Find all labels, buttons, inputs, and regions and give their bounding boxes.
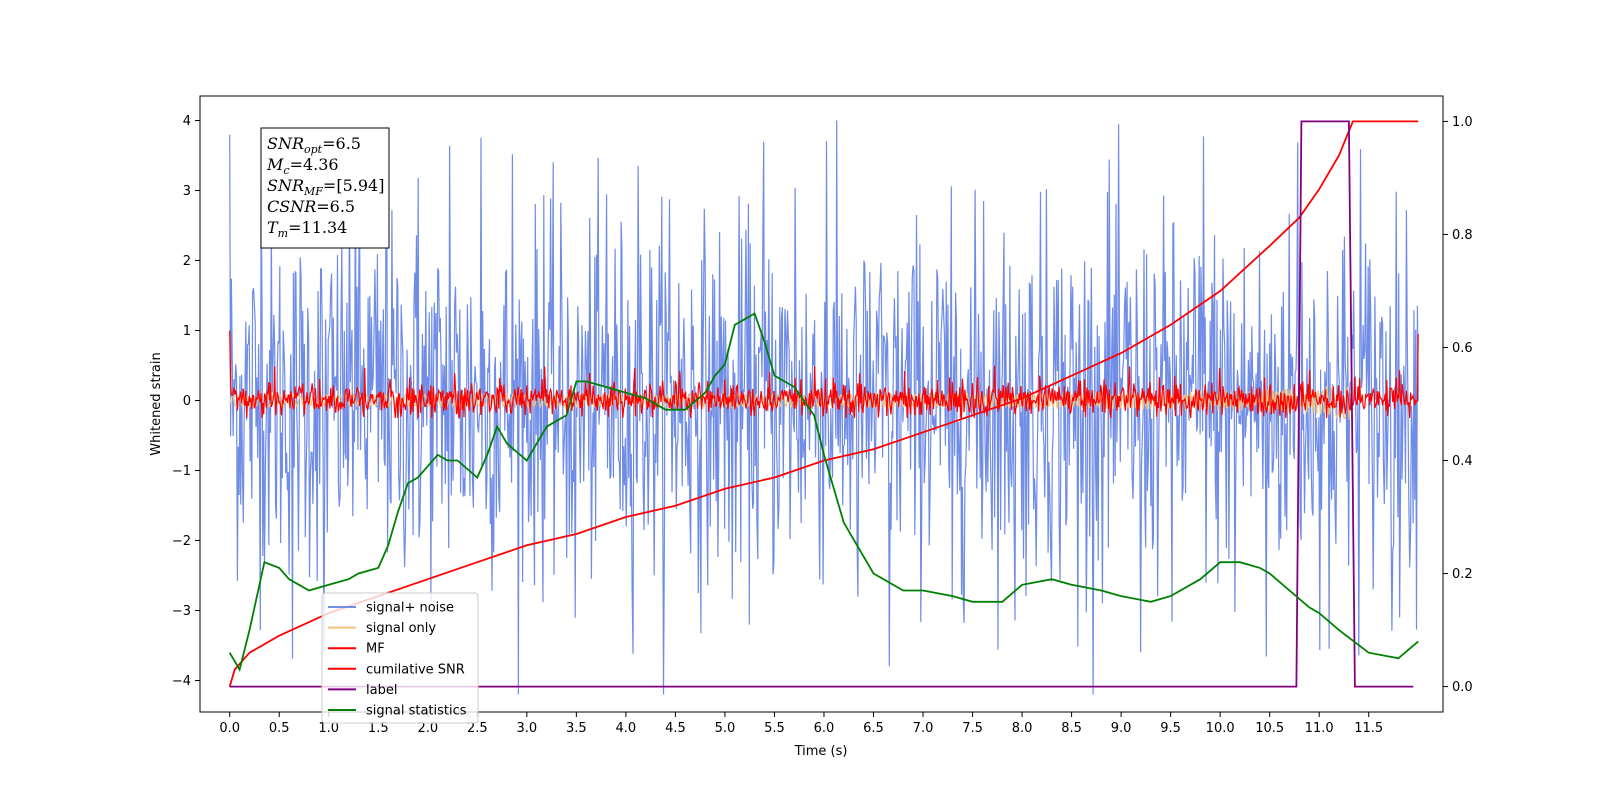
y-tick-label: −1 [172,464,191,479]
y-tick-label: 3 [183,184,191,199]
legend-label: signal statistics [366,704,467,719]
x-tick-label: 10.0 [1206,721,1235,736]
legend: signal+ noise signal only MF cumilative SNR… [321,592,479,724]
y2-tick-label: 0.6 [1452,341,1473,356]
legend-label: signal+ noise [366,601,454,616]
y2-tick-label: 0.8 [1452,228,1473,243]
legend-label: MF [366,642,385,657]
plot-frame [199,95,1444,713]
series-mf [229,330,1419,419]
y-tick-label: 4 [183,114,191,129]
x-tick-label: 1.5 [368,721,389,736]
info-box-line: CSNR=6.5 [267,197,355,216]
y2-tick-label: 0.2 [1452,567,1473,582]
y-tick-label: 1 [183,324,191,339]
y-axis-label: Whitened strain [149,352,164,455]
x-tick-label: 6.5 [863,721,884,736]
y2-tick-label: 0.4 [1452,454,1473,469]
y-tick-label: −4 [172,674,191,689]
x-tick-label: 5.5 [764,721,785,736]
y-axis-right: 0.0 0.2 0.4 0.6 0.8 1.0 [1443,115,1473,695]
x-axis: 0.0 0.5 1.0 1.5 2.0 2.5 3.0 3.5 4.0 4.5 5.0 5.5 6.0 6… [219,712,1383,736]
x-tick-label: 8.5 [1061,721,1082,736]
x-axis-label: Time (s) [794,744,848,759]
y-axis-left: −4 −3 −2 −1 0 1 2 3 4 [172,114,200,689]
x-tick-label: 7.5 [962,721,983,736]
info-box-line: Mc=4.36 [266,155,339,177]
x-tick-label: 3.0 [517,721,538,736]
legend-label: cumilative SNR [366,662,465,677]
x-tick-label: 5.0 [715,721,736,736]
y-tick-label: 2 [183,254,191,269]
y-tick-label: −2 [172,534,191,549]
y-tick-label: −3 [172,604,191,619]
x-tick-label: 6.0 [814,721,835,736]
legend-label: label [366,683,397,698]
x-tick-label: 0.0 [219,721,240,736]
x-tick-label: 2.5 [467,721,488,736]
series-label [229,120,1414,688]
y-tick-label: 0 [183,394,191,409]
x-tick-label: 9.0 [1111,721,1132,736]
info-box-line: Tm=11.34 [267,218,347,240]
info-box-line: SNRopt=6.5 [267,134,361,156]
x-tick-label: 11.5 [1354,721,1383,736]
x-tick-label: 4.5 [665,721,686,736]
x-tick-label: 8.0 [1012,721,1033,736]
info-box-frame [260,127,390,249]
x-tick-label: 7.0 [913,721,934,736]
x-tick-label: 0.5 [269,721,290,736]
y2-tick-label: 1.0 [1452,115,1473,130]
y2-tick-label: 0.0 [1452,680,1473,695]
legend-label: signal only [366,621,436,636]
x-tick-label: 3.5 [566,721,587,736]
legend-frame [321,592,479,724]
x-tick-label: 1.0 [318,721,339,736]
x-tick-label: 2.0 [417,721,438,736]
x-tick-label: 11.0 [1305,721,1334,736]
info-box-line: SNRMF=[5.94] [267,176,384,198]
x-tick-label: 10.5 [1255,721,1284,736]
x-tick-label: 4.0 [616,721,637,736]
series-signal-statistics [228,312,1419,672]
x-tick-label: 9.5 [1160,721,1181,736]
